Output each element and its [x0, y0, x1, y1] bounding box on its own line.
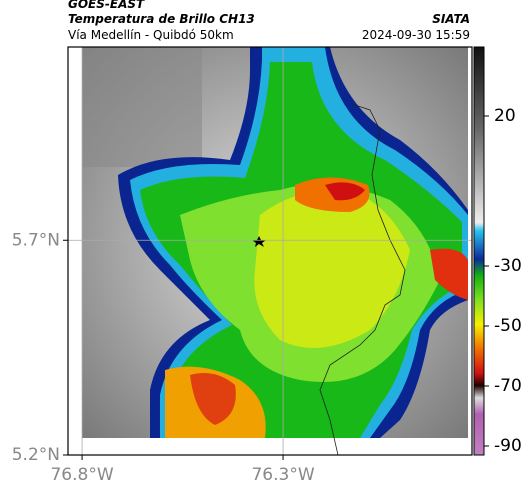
colorbar-tick-label: -70	[494, 376, 522, 396]
y-tick-label: 5.2°N	[12, 445, 60, 465]
subtitle: Vía Medellín - Quibdó 50km	[68, 28, 234, 42]
border-line	[319, 103, 406, 456]
imagery	[68, 47, 468, 455]
brand: SIATA	[432, 12, 470, 26]
y-tick-label: 5.7°N	[12, 230, 60, 250]
colorbar-tick-label: -30	[494, 256, 522, 276]
colorbar	[473, 46, 485, 456]
timestamp: 2024-09-30 15:59	[361, 28, 470, 42]
title: Temperatura de Brillo CH13	[68, 12, 255, 26]
colorbar-tick-label: 20	[494, 106, 516, 126]
x-tick-label: 76.3°W	[251, 465, 314, 485]
colorbar-tick-label: -90	[494, 436, 522, 456]
location-star	[252, 236, 266, 247]
x-tick-label: 76.8°W	[50, 465, 113, 485]
map-frame	[67, 46, 473, 456]
colorbar-tick-label: -50	[494, 316, 522, 336]
source: GOES-EAST	[68, 0, 145, 11]
